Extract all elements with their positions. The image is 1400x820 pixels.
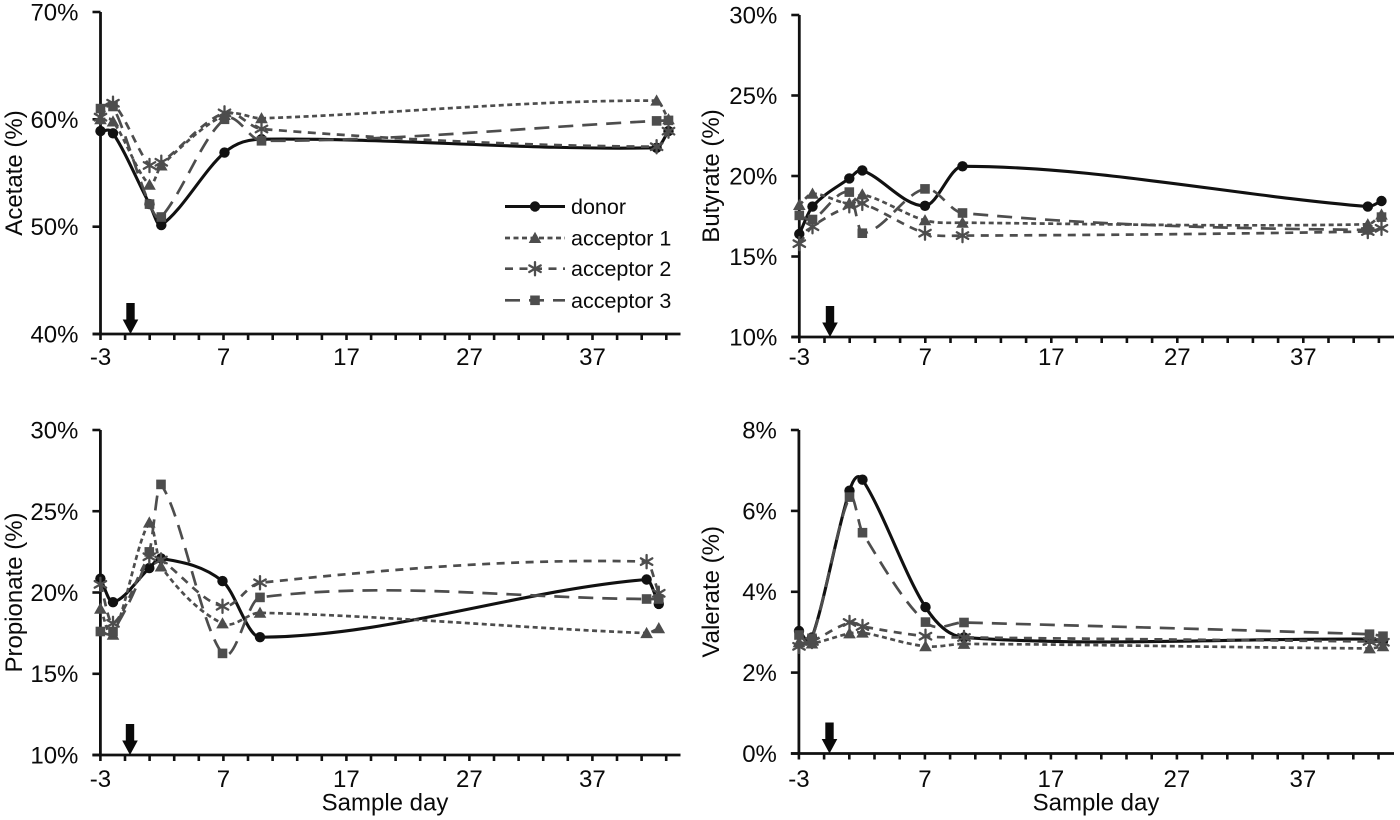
svg-text:17: 17 — [333, 766, 360, 793]
svg-text:2%: 2% — [742, 660, 777, 687]
svg-text:acceptor 3: acceptor 3 — [571, 289, 671, 313]
svg-text:27: 27 — [456, 344, 483, 371]
svg-text:7: 7 — [919, 344, 932, 371]
svg-text:-3: -3 — [789, 344, 810, 371]
svg-text:70%: 70% — [30, 0, 78, 27]
svg-text:donor: donor — [571, 195, 626, 219]
svg-text:10%: 10% — [30, 743, 78, 770]
svg-text:17: 17 — [1038, 344, 1065, 371]
svg-text:7: 7 — [217, 766, 230, 793]
svg-text:7: 7 — [217, 344, 230, 371]
svg-text:60%: 60% — [30, 107, 78, 134]
svg-text:Acetate (%): Acetate (%) — [1, 110, 28, 235]
svg-text:10%: 10% — [729, 325, 777, 352]
svg-text:37: 37 — [1290, 766, 1317, 793]
svg-text:27: 27 — [456, 766, 483, 793]
svg-text:27: 27 — [1164, 766, 1191, 793]
svg-text:37: 37 — [579, 766, 606, 793]
svg-text:25%: 25% — [30, 499, 78, 526]
svg-text:Valerate (%): Valerate (%) — [698, 526, 725, 658]
svg-text:30%: 30% — [729, 3, 777, 30]
svg-text:17: 17 — [1038, 766, 1065, 793]
svg-text:15%: 15% — [729, 244, 777, 271]
svg-text:7: 7 — [918, 766, 931, 793]
svg-text:20%: 20% — [30, 580, 78, 607]
svg-text:0%: 0% — [742, 741, 777, 768]
svg-text:Sample day: Sample day — [1033, 790, 1160, 817]
svg-text:37: 37 — [579, 344, 606, 371]
svg-text:15%: 15% — [30, 661, 78, 688]
svg-text:-3: -3 — [90, 766, 111, 793]
svg-text:25%: 25% — [729, 83, 777, 110]
svg-text:8%: 8% — [742, 418, 777, 445]
svg-text:-3: -3 — [90, 344, 111, 371]
svg-text:acceptor 1: acceptor 1 — [571, 227, 671, 251]
svg-text:40%: 40% — [30, 322, 78, 349]
svg-text:37: 37 — [1290, 344, 1317, 371]
svg-text:17: 17 — [333, 344, 360, 371]
svg-text:acceptor 2: acceptor 2 — [571, 257, 671, 281]
svg-text:Butyrate (%): Butyrate (%) — [698, 109, 725, 242]
svg-text:20%: 20% — [729, 164, 777, 191]
svg-text:4%: 4% — [742, 579, 777, 606]
svg-text:Propionate (%): Propionate (%) — [1, 512, 28, 672]
svg-text:50%: 50% — [30, 214, 78, 241]
svg-text:30%: 30% — [30, 418, 78, 445]
svg-text:6%: 6% — [742, 498, 777, 525]
svg-text:Sample day: Sample day — [322, 790, 449, 817]
svg-text:-3: -3 — [788, 766, 809, 793]
svg-text:27: 27 — [1164, 344, 1191, 371]
